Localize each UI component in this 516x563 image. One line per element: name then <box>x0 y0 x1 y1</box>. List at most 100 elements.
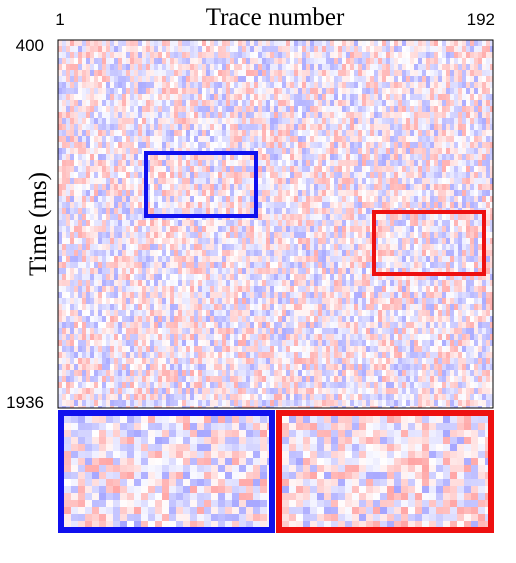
texture-cell <box>78 292 82 298</box>
texture-cell <box>274 220 278 226</box>
texture-cell <box>198 112 202 118</box>
texture-cell <box>90 244 94 250</box>
texture-cell <box>182 232 186 238</box>
texture-cell <box>310 94 314 100</box>
texture-cell <box>90 154 94 160</box>
texture-cell <box>278 160 282 166</box>
texture-cell <box>214 304 218 310</box>
texture-cell <box>82 196 86 202</box>
texture-cell <box>194 94 198 100</box>
texture-cell <box>346 58 350 64</box>
texture-cell <box>126 196 130 202</box>
texture-cell <box>182 280 186 286</box>
texture-cell <box>118 100 122 106</box>
texture-cell <box>338 292 342 298</box>
texture-cell <box>314 232 318 238</box>
texture-cell <box>250 208 254 214</box>
texture-cell <box>382 286 386 292</box>
texture-cell <box>338 298 342 304</box>
texture-cell <box>326 256 330 262</box>
texture-cell <box>442 256 446 262</box>
texture-cell <box>350 142 354 148</box>
texture-cell <box>442 238 446 244</box>
texture-cell <box>214 262 218 268</box>
texture-cell <box>262 70 266 76</box>
texture-cell <box>446 100 450 106</box>
texture-cell <box>94 124 98 130</box>
texture-cell <box>318 70 322 76</box>
texture-cell <box>218 64 222 70</box>
texture-cell <box>190 304 194 310</box>
texture-cell <box>198 274 202 280</box>
texture-cell <box>114 244 118 250</box>
texture-cell <box>206 268 210 274</box>
texture-cell <box>438 64 442 70</box>
texture-cell <box>122 172 126 178</box>
texture-cell <box>170 166 174 172</box>
texture-cell <box>414 70 418 76</box>
texture-cell <box>218 292 222 298</box>
texture-cell <box>218 280 222 286</box>
texture-cell <box>126 136 130 142</box>
texture-cell <box>406 226 410 232</box>
texture-cell <box>114 280 118 286</box>
texture-cell <box>98 214 102 220</box>
texture-cell <box>78 106 82 112</box>
texture-cell <box>190 52 194 58</box>
texture-cell <box>422 142 426 148</box>
texture-cell <box>454 184 458 190</box>
texture-cell <box>350 76 354 82</box>
texture-cell <box>94 40 98 46</box>
texture-cell <box>450 244 454 250</box>
texture-cell <box>146 118 150 124</box>
texture-cell <box>158 304 162 310</box>
texture-cell <box>442 136 446 142</box>
texture-cell <box>330 262 334 268</box>
texture-cell <box>482 154 486 160</box>
texture-cell <box>418 64 422 70</box>
texture-cell <box>346 190 350 196</box>
texture-cell <box>162 292 166 298</box>
texture-cell <box>234 154 238 160</box>
texture-cell <box>170 232 174 238</box>
texture-cell <box>202 178 206 184</box>
texture-cell <box>266 130 270 136</box>
texture-cell <box>102 64 106 70</box>
texture-cell <box>70 232 74 238</box>
texture-cell <box>390 154 394 160</box>
texture-cell <box>126 262 130 268</box>
texture-cell <box>250 106 254 112</box>
texture-cell <box>158 118 162 124</box>
texture-cell <box>174 220 178 226</box>
texture-cell <box>230 232 234 238</box>
texture-cell <box>322 184 326 190</box>
texture-cell <box>298 304 302 310</box>
texture-cell <box>178 58 182 64</box>
texture-cell <box>66 136 70 142</box>
texture-cell <box>270 196 274 202</box>
texture-cell <box>474 40 478 46</box>
texture-cell <box>158 52 162 58</box>
texture-cell <box>250 196 254 202</box>
texture-cell <box>478 214 482 220</box>
texture-cell <box>394 232 398 238</box>
texture-cell <box>142 280 146 286</box>
texture-cell <box>470 46 474 52</box>
texture-cell <box>378 244 382 250</box>
texture-cell <box>294 130 298 136</box>
texture-cell <box>214 226 218 232</box>
texture-cell <box>486 268 490 274</box>
texture-cell <box>298 154 302 160</box>
texture-cell <box>398 130 402 136</box>
texture-cell <box>378 106 382 112</box>
texture-cell <box>150 196 154 202</box>
texture-cell <box>318 250 322 256</box>
texture-cell <box>86 82 90 88</box>
texture-cell <box>198 238 202 244</box>
texture-cell <box>226 166 230 172</box>
texture-cell <box>198 280 202 286</box>
texture-cell <box>178 88 182 94</box>
texture-cell <box>226 238 230 244</box>
texture-cell <box>106 190 110 196</box>
texture-cell <box>186 280 190 286</box>
